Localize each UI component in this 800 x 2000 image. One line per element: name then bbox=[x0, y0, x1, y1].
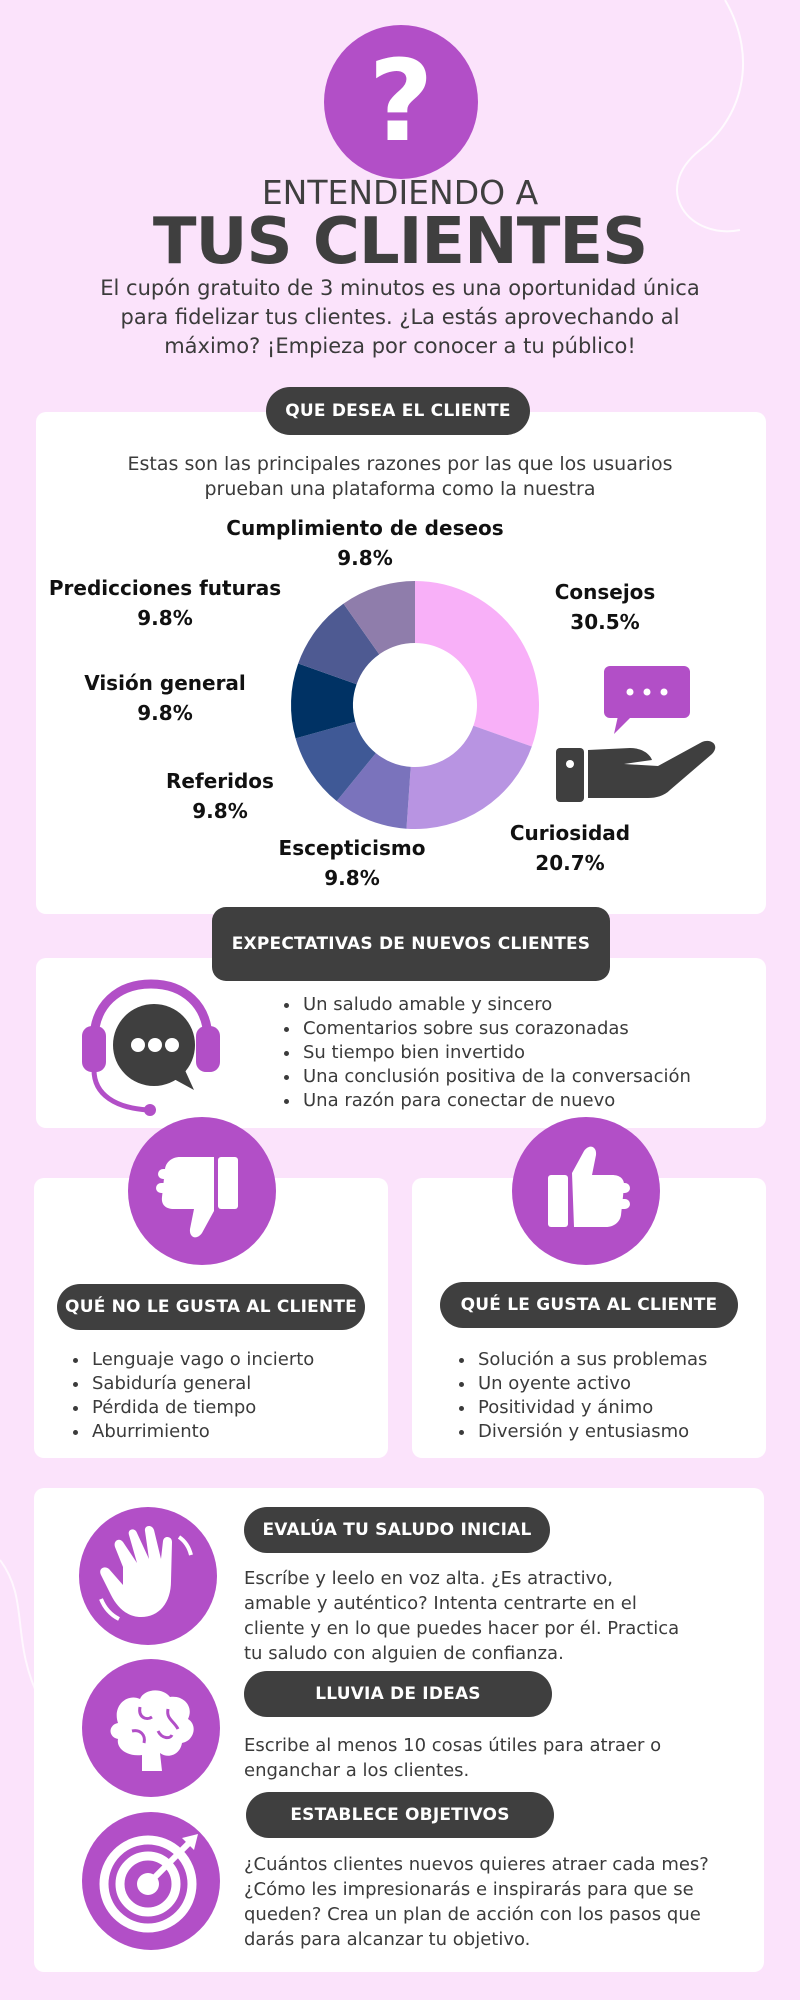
headset-chat-icon bbox=[82, 979, 220, 1116]
donut-slice-referidos bbox=[295, 721, 376, 802]
label-consejos: Consejos 30.5% bbox=[535, 577, 675, 637]
list-item: Diversión y entusiasmo bbox=[476, 1420, 786, 1444]
donut-slice-cumplimiento-de-deseos bbox=[343, 581, 415, 655]
expectativas-list: Un saludo amable y sincero Comentarios s… bbox=[275, 993, 781, 1113]
page-title: TUS CLIENTES bbox=[152, 205, 648, 279]
step-heading-ideas: LLUVIA DE IDEAS bbox=[244, 1671, 552, 1717]
label-referidos-name: Referidos bbox=[166, 769, 274, 793]
donut-slice-curiosidad bbox=[406, 725, 532, 829]
list-item: Una razón para conectar de nuevo bbox=[301, 1089, 781, 1113]
label-escepticismo-name: Escepticismo bbox=[278, 836, 426, 860]
section-heading-no-gusta: QUÉ NO LE GUSTA AL CLIENTE bbox=[57, 1284, 365, 1330]
step-text-saludo: Escríbe y leelo en voz alta. ¿Es atracti… bbox=[244, 1568, 680, 1664]
list-item: Aburrimiento bbox=[90, 1420, 400, 1444]
list-item: Lenguaje vago o incierto bbox=[90, 1348, 400, 1372]
label-cumplimiento: Cumplimiento de deseos 9.8% bbox=[200, 513, 530, 573]
list-item: Una conclusión positiva de la conversaci… bbox=[301, 1065, 781, 1089]
label-curiosidad: Curiosidad 20.7% bbox=[490, 818, 650, 878]
label-vision-name: Visión general bbox=[84, 671, 246, 695]
label-consejos-value: 30.5% bbox=[570, 610, 640, 634]
label-predicciones: Predicciones futuras 9.8% bbox=[40, 573, 290, 633]
label-escepticismo-value: 9.8% bbox=[324, 866, 380, 890]
section-heading-desea: QUE DESEA EL CLIENTE bbox=[266, 387, 530, 435]
label-referidos-value: 9.8% bbox=[192, 799, 248, 823]
target-icon bbox=[82, 1812, 220, 1950]
list-item: Un oyente activo bbox=[476, 1372, 786, 1396]
brain-icon bbox=[82, 1659, 220, 1797]
donut-slice-predicciones-futuras bbox=[298, 603, 380, 685]
list-item: Un saludo amable y sincero bbox=[301, 993, 781, 1017]
step-text-ideas: Escribe al menos 10 cosas útiles para at… bbox=[244, 1735, 662, 1781]
label-consejos-name: Consejos bbox=[554, 580, 656, 604]
section-heading-gusta: QUÉ LE GUSTA AL CLIENTE bbox=[440, 1282, 738, 1328]
label-cumplimiento-value: 9.8% bbox=[337, 546, 393, 570]
step-heading-objetivos: ESTABLECE OBJETIVOS bbox=[246, 1792, 554, 1838]
list-item: Su tiempo bien invertido bbox=[301, 1041, 781, 1065]
chart-card bbox=[36, 412, 766, 914]
thumbs-up-icon bbox=[512, 1117, 660, 1265]
label-escepticismo: Escepticismo 9.8% bbox=[262, 833, 442, 893]
step-heading-saludo: EVALÚA TU SALUDO INICIAL bbox=[244, 1507, 550, 1553]
gusta-list: Solución a sus problemas Un oyente activ… bbox=[450, 1348, 786, 1444]
list-item: Comentarios sobre sus corazonadas bbox=[301, 1017, 781, 1041]
step-text-objetivos: ¿Cuántos clientes nuevos quieres atraer … bbox=[244, 1854, 709, 1950]
thumbs-down-icon bbox=[128, 1117, 276, 1265]
label-vision: Visión general 9.8% bbox=[60, 668, 270, 728]
label-curiosidad-value: 20.7% bbox=[535, 851, 605, 875]
title-line-1: ENTENDIENDO A bbox=[261, 173, 539, 212]
label-vision-value: 9.8% bbox=[137, 701, 193, 725]
list-item: Solución a sus problemas bbox=[476, 1348, 786, 1372]
chart-subtitle: Estas son las principales razones por la… bbox=[127, 453, 673, 500]
waving-hand-icon bbox=[79, 1507, 217, 1645]
list-item: Sabiduría general bbox=[90, 1372, 400, 1396]
label-referidos: Referidos 9.8% bbox=[140, 766, 300, 826]
label-predicciones-value: 9.8% bbox=[137, 606, 193, 630]
donut-slice-escepticismo bbox=[336, 753, 411, 829]
list-item: Pérdida de tiempo bbox=[90, 1396, 400, 1420]
no-gusta-list: Lenguaje vago o incierto Sabiduría gener… bbox=[64, 1348, 400, 1444]
label-predicciones-name: Predicciones futuras bbox=[48, 576, 282, 600]
donut-slice-consejos bbox=[415, 581, 539, 747]
donut-slice-visión-general bbox=[291, 663, 357, 739]
section-heading-expectativas: EXPECTATIVAS DE NUEVOS CLIENTES bbox=[212, 907, 610, 981]
intro-text: El cupón gratuito de 3 minutos es una op… bbox=[100, 276, 700, 358]
label-curiosidad-name: Curiosidad bbox=[509, 821, 631, 845]
label-cumplimiento-name: Cumplimiento de deseos bbox=[226, 516, 504, 540]
question-mark-icon: ? bbox=[324, 25, 478, 179]
hand-speech-bubble-icon bbox=[556, 666, 716, 802]
list-item: Positividad y ánimo bbox=[476, 1396, 786, 1420]
